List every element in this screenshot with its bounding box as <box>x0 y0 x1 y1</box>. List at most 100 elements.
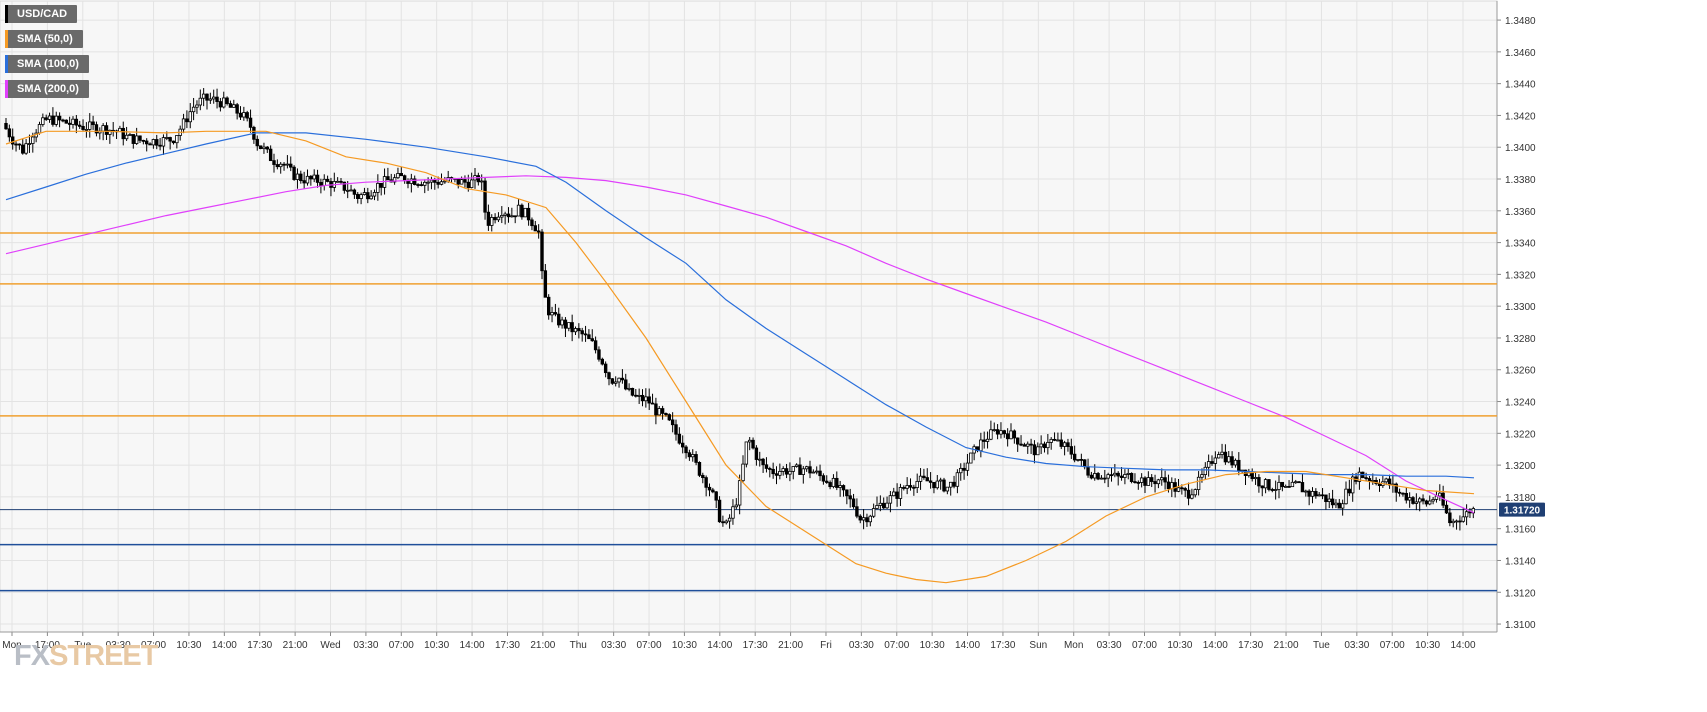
y-tick-label: 1.3440 <box>1505 80 1536 91</box>
candle-body <box>1009 430 1013 440</box>
candle <box>1002 429 1006 438</box>
candle-body <box>979 439 983 452</box>
y-tick-label: 1.3480 <box>1505 16 1536 27</box>
candle-body <box>918 475 923 482</box>
candle <box>175 135 179 149</box>
candle-body <box>1213 457 1218 464</box>
candle-body <box>851 498 856 508</box>
candle <box>325 175 330 183</box>
candle-body <box>768 468 772 470</box>
candle <box>701 472 705 484</box>
candle <box>768 466 772 478</box>
candle-body <box>1176 487 1181 492</box>
candle-body <box>356 193 360 199</box>
candle-body <box>67 122 72 125</box>
candle-body <box>1451 520 1455 524</box>
candle <box>1096 471 1100 481</box>
candle-body <box>784 468 789 475</box>
candle <box>265 146 269 153</box>
candle <box>14 141 18 152</box>
candle <box>1304 489 1308 497</box>
candle-body <box>764 464 769 469</box>
candle-body <box>175 135 179 144</box>
candle <box>828 480 832 490</box>
legend-swatch-sma-50 <box>5 30 8 48</box>
candle-body <box>1143 477 1147 486</box>
candle <box>543 264 548 298</box>
candle-body <box>459 179 464 185</box>
candle-body <box>439 181 444 185</box>
candle-body <box>804 466 809 470</box>
candle <box>674 419 678 441</box>
candle-body <box>587 334 591 340</box>
candle-body <box>17 143 22 146</box>
candle-body <box>614 381 618 384</box>
candle <box>496 212 501 223</box>
candle-body <box>861 517 866 521</box>
candle-body <box>838 485 842 488</box>
candle <box>1418 496 1422 512</box>
candle <box>275 159 280 170</box>
legend-sma-50[interactable]: SMA (50,0) <box>5 30 83 48</box>
x-tick-label: 17:30 <box>743 640 768 651</box>
legend-label-usdcad: USD/CAD <box>17 8 68 20</box>
candle-body <box>841 485 846 491</box>
legend-sma-200[interactable]: SMA (200,0) <box>5 80 89 98</box>
candle <box>764 457 769 473</box>
x-tick-label: 07:00 <box>637 640 662 651</box>
candle-body <box>456 178 460 185</box>
candle <box>1203 462 1207 480</box>
candle <box>895 483 899 507</box>
candle <box>1143 476 1147 493</box>
candle-body <box>359 194 363 199</box>
candle <box>1307 489 1311 506</box>
candle <box>1079 453 1084 467</box>
candle <box>1287 480 1291 488</box>
candle <box>717 496 722 523</box>
candle-body <box>1196 476 1201 490</box>
candle-body <box>1139 477 1144 483</box>
candle-body <box>1156 479 1161 485</box>
candle-body <box>1217 454 1221 459</box>
candle <box>758 451 762 467</box>
candle-body <box>1397 491 1402 494</box>
candle <box>610 378 615 385</box>
candle <box>868 514 872 527</box>
candle-body <box>533 225 537 232</box>
candle <box>962 462 966 480</box>
candle <box>476 172 481 186</box>
candle-body <box>855 506 859 517</box>
x-tick-label: 03:30 <box>1344 640 1369 651</box>
candle <box>232 99 236 108</box>
candle <box>637 388 641 404</box>
x-tick-label: 07:00 <box>389 640 414 651</box>
candle-body <box>235 104 239 114</box>
candle-body <box>1428 500 1432 505</box>
candle-body <box>751 439 755 449</box>
legend-sma-100[interactable]: SMA (100,0) <box>5 55 89 73</box>
candle-body <box>1056 439 1060 442</box>
candle <box>1310 487 1315 504</box>
candle-body <box>1002 430 1006 435</box>
candle-body <box>634 394 638 397</box>
candle <box>1273 480 1278 500</box>
candle <box>794 463 799 468</box>
legend-usdcad[interactable]: USD/CAD <box>5 5 78 23</box>
candle-body <box>282 163 286 166</box>
candle-body <box>711 489 715 493</box>
x-tick-label: 14:00 <box>212 640 237 651</box>
candle-body <box>1150 477 1154 482</box>
candle <box>1106 472 1110 488</box>
candle <box>335 177 340 183</box>
candle-body <box>647 396 651 404</box>
candle-body <box>865 517 869 523</box>
candle-body <box>1233 459 1238 466</box>
candle-body <box>322 178 326 186</box>
current-price-badge <box>1499 502 1545 517</box>
candle <box>1227 450 1231 464</box>
candle <box>714 491 718 509</box>
y-tick-label: 1.3420 <box>1505 111 1536 122</box>
candle <box>268 145 273 162</box>
candle <box>650 393 655 405</box>
candle <box>309 175 313 186</box>
